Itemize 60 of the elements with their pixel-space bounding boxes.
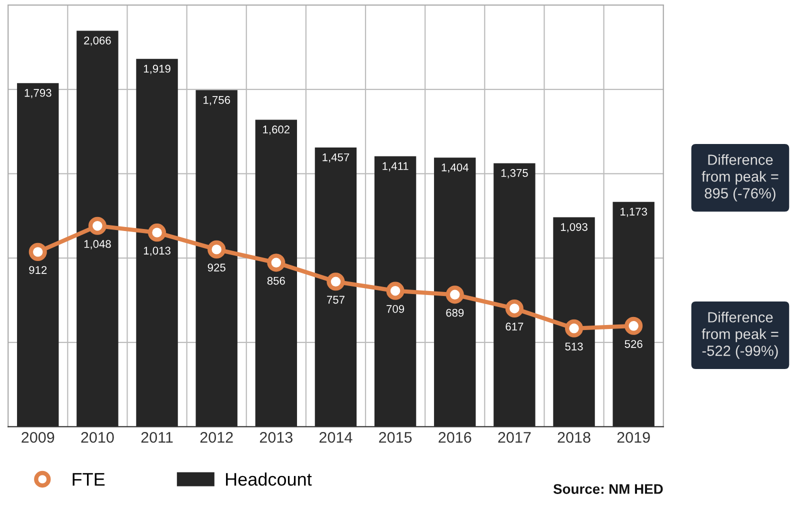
data-label: 2,066 bbox=[84, 36, 111, 46]
data-label: 709 bbox=[386, 305, 404, 313]
data-label: 1,173 bbox=[620, 208, 648, 217]
source-note: Source: NM HED bbox=[553, 484, 663, 494]
point bbox=[446, 286, 464, 304]
data-label: 757 bbox=[327, 296, 344, 304]
bar bbox=[136, 58, 178, 427]
x-tick-label: 2010 bbox=[81, 432, 114, 443]
data-label: 1,919 bbox=[144, 64, 170, 74]
data-label: 617 bbox=[506, 322, 524, 331]
point bbox=[505, 299, 524, 318]
bar bbox=[374, 156, 416, 427]
point bbox=[386, 282, 404, 300]
x-tick-label: 2019 bbox=[617, 432, 650, 443]
point bbox=[28, 242, 47, 261]
bar bbox=[314, 147, 357, 427]
bar bbox=[553, 217, 595, 427]
legend-label: FTE bbox=[72, 473, 105, 486]
x-tick-label: 2016 bbox=[438, 432, 472, 443]
x-tick-label: 2011 bbox=[141, 432, 173, 443]
bar bbox=[255, 120, 298, 427]
data-label: 1,093 bbox=[560, 223, 588, 232]
point bbox=[148, 224, 166, 242]
bar bbox=[76, 30, 118, 427]
bar bbox=[17, 83, 59, 427]
data-label: 1,375 bbox=[501, 169, 528, 178]
data-label: 526 bbox=[624, 340, 642, 348]
point bbox=[208, 240, 226, 258]
data-label: 1,457 bbox=[322, 153, 350, 163]
x-tick-label: 2017 bbox=[498, 432, 531, 443]
point bbox=[326, 272, 345, 291]
data-label: 912 bbox=[29, 266, 47, 274]
bar bbox=[196, 90, 238, 427]
point bbox=[88, 216, 106, 235]
data-label: 689 bbox=[446, 308, 464, 317]
text: Difference from peak = -522 (-99%) bbox=[702, 312, 778, 359]
data-label: 1,602 bbox=[263, 126, 290, 135]
data-label: 1,013 bbox=[144, 246, 170, 256]
legend-label: Headcount bbox=[226, 472, 312, 486]
point bbox=[564, 319, 584, 338]
x-tick-label: 2015 bbox=[379, 432, 412, 443]
bar bbox=[494, 163, 536, 427]
data-label: 1,793 bbox=[24, 88, 52, 98]
text: Difference from peak = 895 (-76%) bbox=[702, 154, 778, 202]
data-label: 1,404 bbox=[442, 163, 468, 173]
data-label: 856 bbox=[267, 276, 285, 285]
bar bbox=[612, 202, 654, 427]
x-tick-label: 2012 bbox=[200, 432, 233, 443]
point bbox=[624, 316, 643, 335]
x-tick-label: 2018 bbox=[558, 432, 590, 443]
point bbox=[267, 254, 286, 272]
x-tick-label: 2013 bbox=[260, 432, 292, 443]
data-label: 1,756 bbox=[204, 96, 230, 106]
x-tick-label: 2014 bbox=[320, 432, 352, 443]
data-label: 925 bbox=[208, 264, 226, 272]
bar bbox=[434, 158, 476, 427]
data-label: 1,048 bbox=[84, 240, 111, 250]
x-tick-label: 2009 bbox=[22, 432, 54, 443]
data-label: 513 bbox=[565, 342, 583, 350]
data-label: 1,411 bbox=[382, 162, 408, 172]
